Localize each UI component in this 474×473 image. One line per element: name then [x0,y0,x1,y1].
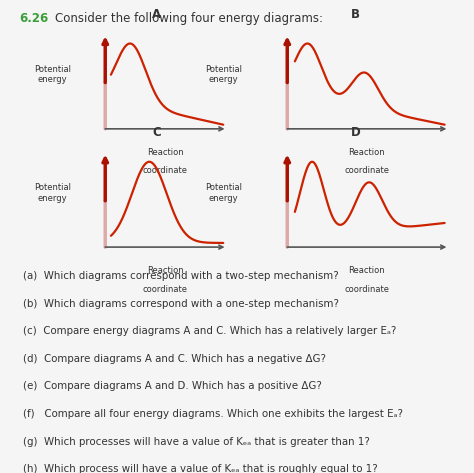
Text: coordinate: coordinate [143,166,187,175]
Text: Potential
energy: Potential energy [34,183,71,203]
Text: (h)  Which process will have a value of Kₑₐ that is roughly equal to 1?: (h) Which process will have a value of K… [23,464,378,473]
Text: (a)  Which diagrams correspond with a two-step mechanism?: (a) Which diagrams correspond with a two… [23,271,339,281]
Text: 6.26: 6.26 [19,12,48,25]
Text: C: C [152,126,161,139]
Text: Reaction: Reaction [348,148,385,157]
Text: (f)   Compare all four energy diagrams. Which one exhibits the largest Eₐ?: (f) Compare all four energy diagrams. Wh… [23,409,403,419]
Text: Potential
energy: Potential energy [205,183,242,203]
Text: A: A [152,8,161,21]
Text: Potential
energy: Potential energy [205,65,242,85]
Text: (e)  Compare diagrams A and D. Which has a positive ΔG?: (e) Compare diagrams A and D. Which has … [23,381,322,391]
Text: coordinate: coordinate [345,285,389,294]
Text: (b)  Which diagrams correspond with a one-step mechanism?: (b) Which diagrams correspond with a one… [23,298,339,308]
Text: coordinate: coordinate [143,285,187,294]
Text: D: D [351,126,360,139]
Text: Potential
energy: Potential energy [34,65,71,85]
Text: B: B [351,8,360,21]
Text: coordinate: coordinate [345,166,389,175]
Text: Reaction: Reaction [146,148,183,157]
Text: Consider the following four energy diagrams:: Consider the following four energy diagr… [55,12,322,25]
Text: (g)  Which processes will have a value of Kₑₐ that is greater than 1?: (g) Which processes will have a value of… [23,437,370,447]
Text: Reaction: Reaction [146,266,183,275]
Text: (c)  Compare energy diagrams A and C. Which has a relatively larger Eₐ?: (c) Compare energy diagrams A and C. Whi… [23,326,397,336]
Text: (d)  Compare diagrams A and C. Which has a negative ΔG?: (d) Compare diagrams A and C. Which has … [23,354,327,364]
Text: Reaction: Reaction [348,266,385,275]
